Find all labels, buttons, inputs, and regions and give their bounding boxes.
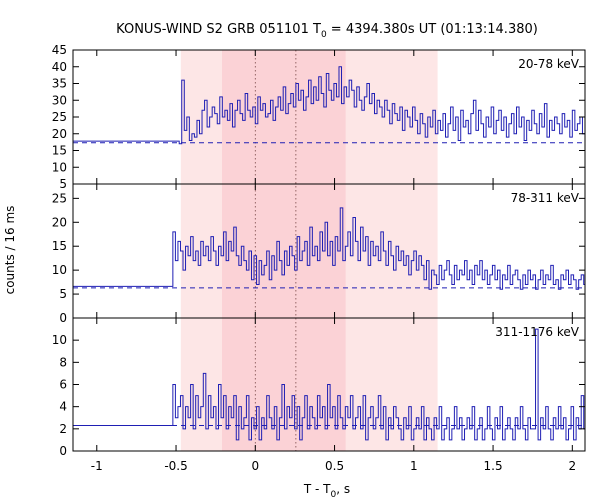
axes-layer — [72, 49, 586, 452]
y-tick-label: 25 — [52, 191, 67, 205]
y-axis-title: counts / 16 ms — [3, 206, 17, 295]
x-tick-label: -1 — [91, 459, 103, 473]
y-tick-label: 20 — [52, 215, 67, 229]
y-tick-label: 0 — [59, 444, 67, 458]
y-tick-label: 30 — [52, 93, 67, 107]
x-axis-title: T - T0, s — [303, 482, 350, 500]
x-tick-label: 0 — [251, 459, 259, 473]
y-tick-label: 35 — [52, 77, 67, 91]
y-tick-label: 10 — [52, 333, 67, 347]
step-series-2 — [73, 328, 585, 441]
x-tick-label: 1.5 — [484, 459, 503, 473]
step-series-layer — [73, 66, 585, 441]
energy-band-label: 20-78 keV — [518, 57, 580, 71]
dotted-lines-layer — [254, 50, 297, 451]
step-series-0 — [73, 66, 585, 145]
y-tick-label: 45 — [52, 43, 67, 57]
x-tick-label: -0.5 — [164, 459, 187, 473]
y-tick-label: 20 — [52, 127, 67, 141]
y-tick-label: 10 — [52, 263, 67, 277]
text-layer: KONUS-WIND S2 GRB 051101 T0 = 4394.380s … — [3, 22, 580, 500]
y-tick-label: 40 — [52, 60, 67, 74]
y-tick-label: 15 — [52, 144, 67, 158]
y-tick-label: 5 — [59, 287, 67, 301]
energy-band-label: 78-311 keV — [511, 191, 580, 205]
y-tick-label: 2 — [59, 422, 67, 436]
y-tick-label: 0 — [59, 311, 67, 325]
y-tick-label: 25 — [52, 110, 67, 124]
x-tick-label: 2 — [568, 459, 576, 473]
x-tick-label: 0.5 — [325, 459, 344, 473]
step-series-1 — [73, 207, 585, 290]
y-tick-label: 15 — [52, 239, 67, 253]
x-tick-label: 1 — [410, 459, 418, 473]
y-tick-label: 4 — [59, 400, 67, 414]
y-tick-label: 6 — [59, 378, 67, 392]
y-tick-label: 8 — [59, 355, 67, 369]
y-tick-label: 10 — [52, 160, 67, 174]
energy-band-label: 311-1176 keV — [495, 325, 579, 339]
y-tick-label: 5 — [59, 177, 67, 191]
chart-title: KONUS-WIND S2 GRB 051101 T0 = 4394.380s … — [116, 22, 538, 40]
